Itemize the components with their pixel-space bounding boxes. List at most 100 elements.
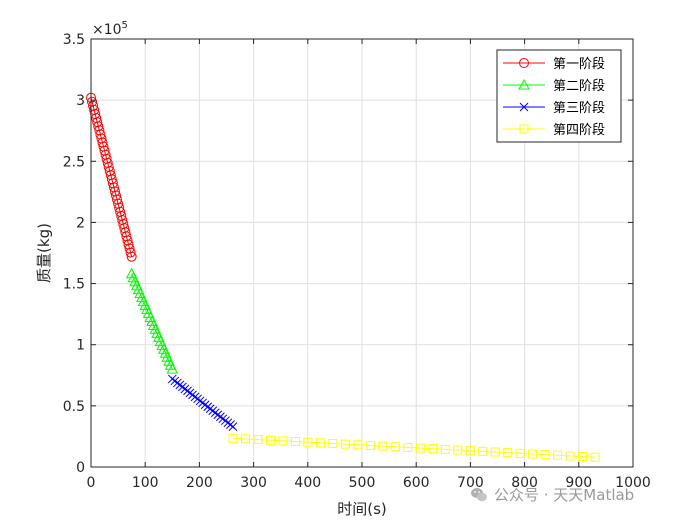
data-point <box>428 444 438 454</box>
marker-square <box>328 438 338 448</box>
y-tick-label: 2.5 <box>63 154 85 170</box>
series-line <box>232 437 596 458</box>
marker-square <box>490 447 500 457</box>
y-tick-label: 1.5 <box>63 277 85 293</box>
series-1 <box>86 92 137 262</box>
series-2 <box>125 267 179 374</box>
data-point <box>540 450 550 460</box>
marker-square <box>315 438 325 448</box>
y-tick-label: 2 <box>76 215 85 231</box>
x-tick-label: 700 <box>457 475 484 491</box>
axes: 0 100 200 300 400 500 600 700 800 900 1000 0 0.5 1 1.5… <box>63 32 651 491</box>
x-tick-label: 100 <box>132 475 159 491</box>
legend-item: 第三阶段 <box>503 101 605 116</box>
watermark-text: 公众号 · 天天Matlab <box>494 486 635 504</box>
data-point <box>353 440 363 450</box>
x-axis-label: 时间(s) <box>337 500 387 518</box>
data-point <box>515 448 525 458</box>
watermark: 公众号 · 天天Matlab <box>470 484 634 505</box>
data-point <box>303 437 313 447</box>
legend-marker <box>518 78 530 90</box>
series-3 <box>167 374 238 431</box>
marker-square <box>540 450 550 460</box>
data-point <box>125 247 136 258</box>
series-4 <box>228 433 600 462</box>
legend-label: 第四阶段 <box>553 123 605 138</box>
marker-square <box>378 441 388 451</box>
data-point <box>390 442 400 452</box>
series-layer <box>86 92 600 462</box>
data-point <box>166 363 179 374</box>
series-line <box>90 97 133 257</box>
legend-box <box>496 49 622 143</box>
marker-square <box>528 449 538 459</box>
data-point <box>403 442 413 452</box>
marker-circle <box>519 58 529 68</box>
marker-square <box>453 445 463 455</box>
x-tick-label: 400 <box>294 475 321 491</box>
data-point <box>253 435 263 445</box>
data-point <box>465 446 475 456</box>
data-point <box>340 439 350 449</box>
data-point <box>228 422 238 431</box>
data-point <box>478 446 488 456</box>
marker-square <box>228 433 238 443</box>
x-tick-label: 300 <box>240 475 267 491</box>
data-point <box>378 441 388 451</box>
data-point <box>503 448 513 458</box>
data-point <box>490 447 500 457</box>
data-point <box>415 443 425 453</box>
legend-marker <box>519 124 529 134</box>
marker-square <box>390 442 400 452</box>
data-point <box>265 435 275 445</box>
marker-triangle <box>166 363 179 374</box>
data-point <box>565 451 575 461</box>
marker-square <box>403 442 413 452</box>
marker-square <box>578 452 588 462</box>
marker-square <box>278 436 288 446</box>
data-point <box>453 445 463 455</box>
marker-square <box>440 444 450 454</box>
data-point <box>328 438 338 448</box>
marker-circle <box>126 251 137 262</box>
legend-item: 第四阶段 <box>503 123 605 138</box>
y-tick-label: 3 <box>76 93 85 109</box>
marker-square <box>428 444 438 454</box>
wechat-icon <box>471 487 487 501</box>
data-point <box>365 440 375 450</box>
marker-square <box>265 435 275 445</box>
data-point <box>290 437 300 447</box>
x-tick-label: 800 <box>511 475 538 491</box>
y-tick-label: 3.5 <box>63 32 85 48</box>
legend-marker <box>519 58 529 68</box>
marker-square <box>519 124 529 134</box>
marker-square <box>553 450 563 460</box>
data-point <box>315 438 325 448</box>
y-tick-label: 1 <box>76 338 85 354</box>
legend-item: 第一阶段 <box>503 57 605 72</box>
marker-square <box>365 440 375 450</box>
x-tick-label: 0 <box>87 475 96 491</box>
marker-square <box>290 437 300 447</box>
data-point <box>278 436 288 446</box>
marker-square <box>415 443 425 453</box>
y-exponent-label: ×105 <box>92 20 128 38</box>
marker-square <box>478 446 488 456</box>
legend-label: 第一阶段 <box>553 57 605 72</box>
marker-square <box>340 439 350 449</box>
marker-square <box>465 446 475 456</box>
marker-x-b <box>519 102 529 112</box>
marker-square <box>253 435 263 445</box>
marker-square <box>515 448 525 458</box>
x-tick-label: 1000 <box>615 475 651 491</box>
y-axis-label: 质量(kg) <box>35 223 53 283</box>
y-tick-label: 0 <box>76 460 85 476</box>
data-point <box>553 450 563 460</box>
data-point <box>440 444 450 454</box>
data-point <box>126 251 137 262</box>
data-point <box>228 433 238 443</box>
y-tick-label: 0.5 <box>63 399 85 415</box>
marker-square <box>353 440 363 450</box>
